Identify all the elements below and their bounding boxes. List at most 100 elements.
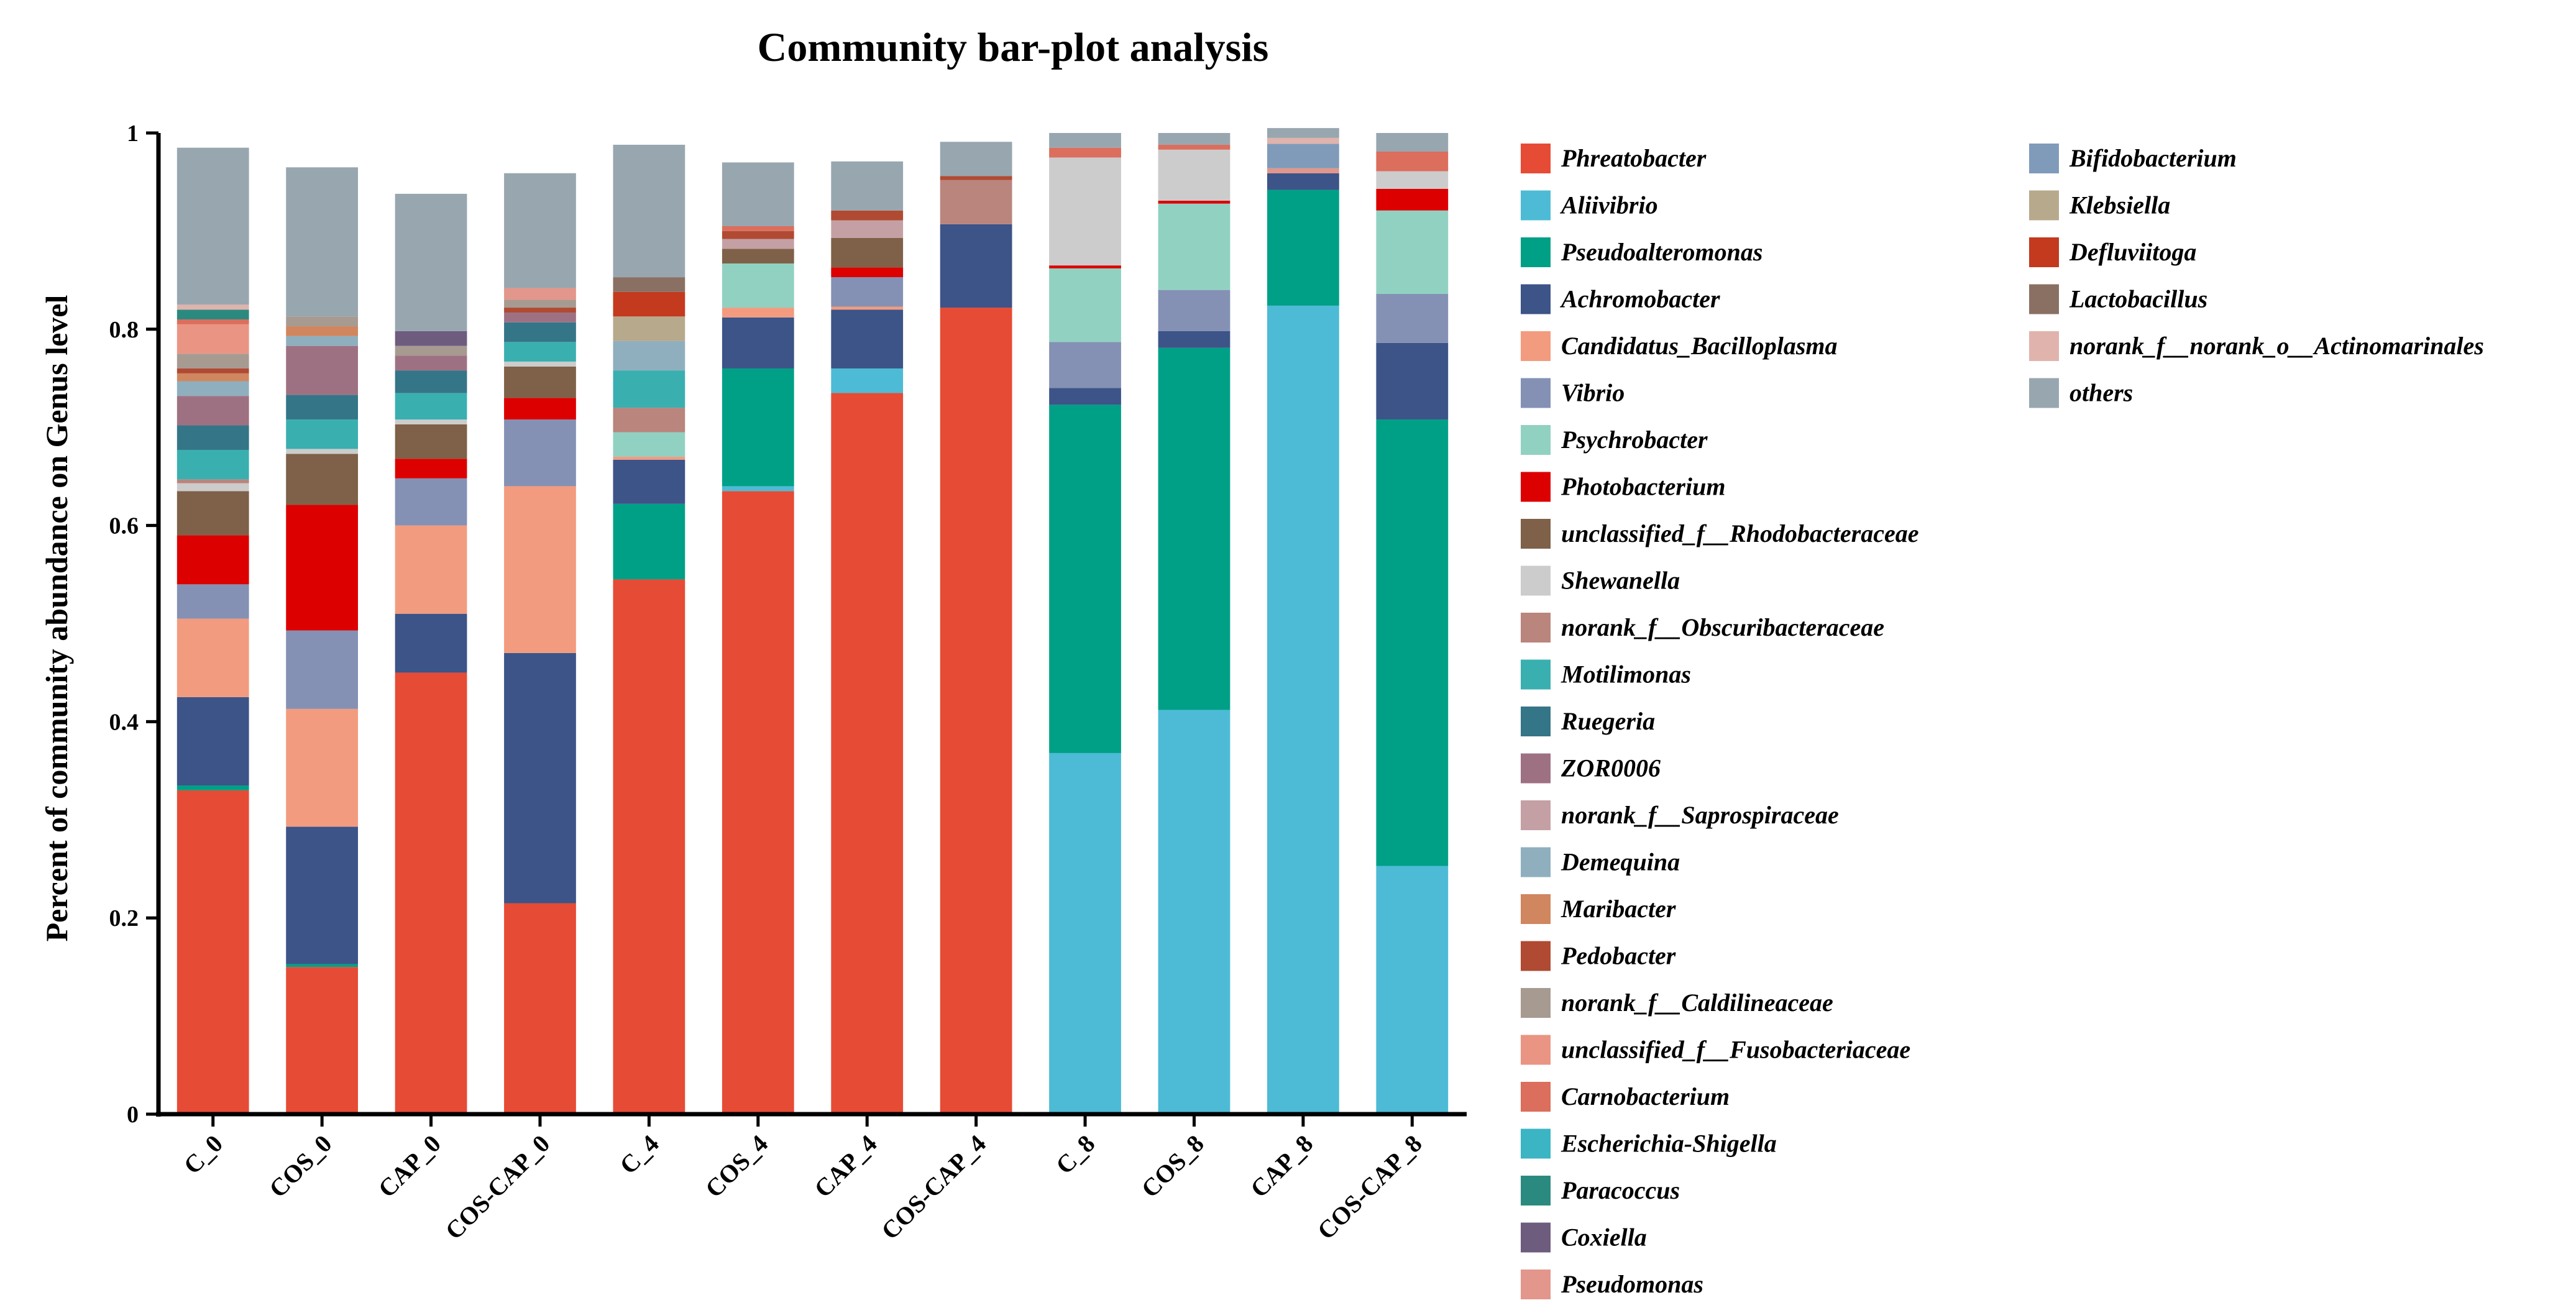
legend-label: Photobacterium (1561, 473, 1725, 501)
bar-segment (176, 354, 249, 368)
bar-segment (286, 326, 359, 336)
bar-segment (286, 449, 359, 454)
bar-segment (722, 368, 794, 487)
bar-segment (1376, 293, 1449, 343)
legend-label: Achromobacter (1559, 285, 1720, 313)
bar-segment (940, 142, 1012, 176)
bar-segment (176, 381, 249, 396)
bar-segment (831, 220, 904, 238)
legend-item: Ruegeria (1521, 707, 1655, 736)
y-tick-label: 0.2 (109, 905, 139, 931)
bar-segment (176, 309, 249, 320)
legend-swatch (1521, 659, 1551, 690)
legend-label: others (2070, 379, 2133, 407)
bar-segment (395, 393, 467, 420)
bar-segment (504, 486, 576, 653)
bar-segment (613, 370, 685, 408)
bar-segment (504, 398, 576, 420)
legend-swatch (2029, 144, 2059, 173)
bar-segment (1049, 268, 1121, 342)
x-tick-label: COS_0 (264, 1130, 337, 1203)
y-axis-label: Percent of community abundance on Genus … (39, 295, 74, 942)
bar-segment (613, 341, 685, 371)
legend-item: Psychrobacter (1521, 425, 1708, 455)
bar-segment (1267, 305, 1339, 1114)
bar-segment (831, 306, 904, 310)
legend-label: norank_f__norank_o__Actinomarinales (2070, 332, 2484, 360)
bar-stack-COS_8 (1158, 133, 1231, 1114)
legend-swatch (1521, 847, 1551, 877)
y-tick-label: 0.6 (109, 513, 139, 539)
legend-label: Shewanella (1561, 567, 1680, 595)
legend-swatch (1521, 519, 1551, 549)
bar-segment (286, 395, 359, 420)
bar-segment (286, 454, 359, 505)
legend-item: norank_f__Obscuribacteraceae (1521, 613, 1884, 643)
legend-label: norank_f__Caldilineaceae (1561, 989, 1833, 1017)
legend-label: Motilimonas (1561, 661, 1691, 689)
bar-segment (831, 210, 904, 221)
legend-label: Ruegeria (1561, 707, 1655, 735)
bar-segment (1158, 133, 1231, 145)
legend-item: Demequina (1521, 847, 1680, 877)
legend-label: Escherichia-Shigella (1561, 1130, 1777, 1158)
legend-swatch (1521, 284, 1551, 314)
bar-segment (613, 432, 685, 457)
legend-item: norank_f__Caldilineaceae (1521, 988, 1833, 1018)
bar-segment (504, 300, 576, 308)
legend-label: Candidatus_Bacilloplasma (1561, 332, 1838, 360)
legend-item: Pedobacter (1521, 941, 1676, 971)
bar-segment (176, 535, 249, 585)
legend-item: Shewanella (1521, 565, 1680, 596)
legend-item: Motilimonas (1521, 659, 1691, 690)
bar-segment (395, 525, 467, 614)
legend-label: Carnobacterium (1561, 1082, 1730, 1110)
bar-stack-C_4 (613, 144, 685, 1114)
bar-segment (1158, 710, 1231, 1114)
bar-segment (1267, 173, 1339, 190)
bar-segment (613, 459, 685, 504)
legend-item: Lactobacillus (2029, 284, 2207, 314)
bar-segment (176, 790, 249, 1114)
legend-item: Paracoccus (1521, 1176, 1680, 1205)
bar-segment (1049, 388, 1121, 405)
bar-segment (1376, 866, 1449, 1114)
bar-segment (1376, 419, 1449, 866)
bar-segment (1376, 189, 1449, 211)
bar-segment (722, 486, 794, 492)
bar-segment (504, 308, 576, 313)
bar-stack-C_8 (1049, 133, 1121, 1114)
bar-segment (940, 180, 1012, 224)
bar-segment (504, 361, 576, 367)
bar-segment (504, 173, 576, 288)
legend-swatch (1521, 941, 1551, 971)
legend-item: Photobacterium (1521, 472, 1725, 502)
bar-segment (1376, 133, 1449, 152)
bar-segment (1376, 342, 1449, 420)
bar-segment (176, 373, 249, 382)
y-axis: 0 0.2 0.4 0.6 0.8 1 (109, 121, 161, 1128)
legend-item: others (2029, 378, 2133, 408)
legend-swatch (2029, 190, 2059, 221)
legend-label: Klebsiella (2069, 191, 2170, 219)
bar-segment (504, 366, 576, 398)
legend-swatch (1521, 613, 1551, 643)
x-tick-label: C_4 (614, 1130, 664, 1180)
legend-item: Pseudomonas (1521, 1270, 1703, 1299)
bar-segment (722, 308, 794, 318)
bar-stack-C_0 (176, 147, 249, 1114)
bar-segment (176, 147, 249, 305)
bar-segment (1158, 290, 1231, 331)
bar-segment (613, 457, 685, 460)
bar-segment (1267, 137, 1339, 144)
bar-segment (395, 193, 467, 331)
legend-swatch (1521, 1035, 1551, 1065)
bar-segment (831, 237, 904, 268)
legend-label: Pedobacter (1561, 942, 1676, 970)
bar-segment (286, 336, 359, 346)
bar-segment (1267, 144, 1339, 168)
bar-segment (286, 316, 359, 327)
bar-segment (613, 316, 685, 341)
bar-segment (1158, 149, 1231, 201)
